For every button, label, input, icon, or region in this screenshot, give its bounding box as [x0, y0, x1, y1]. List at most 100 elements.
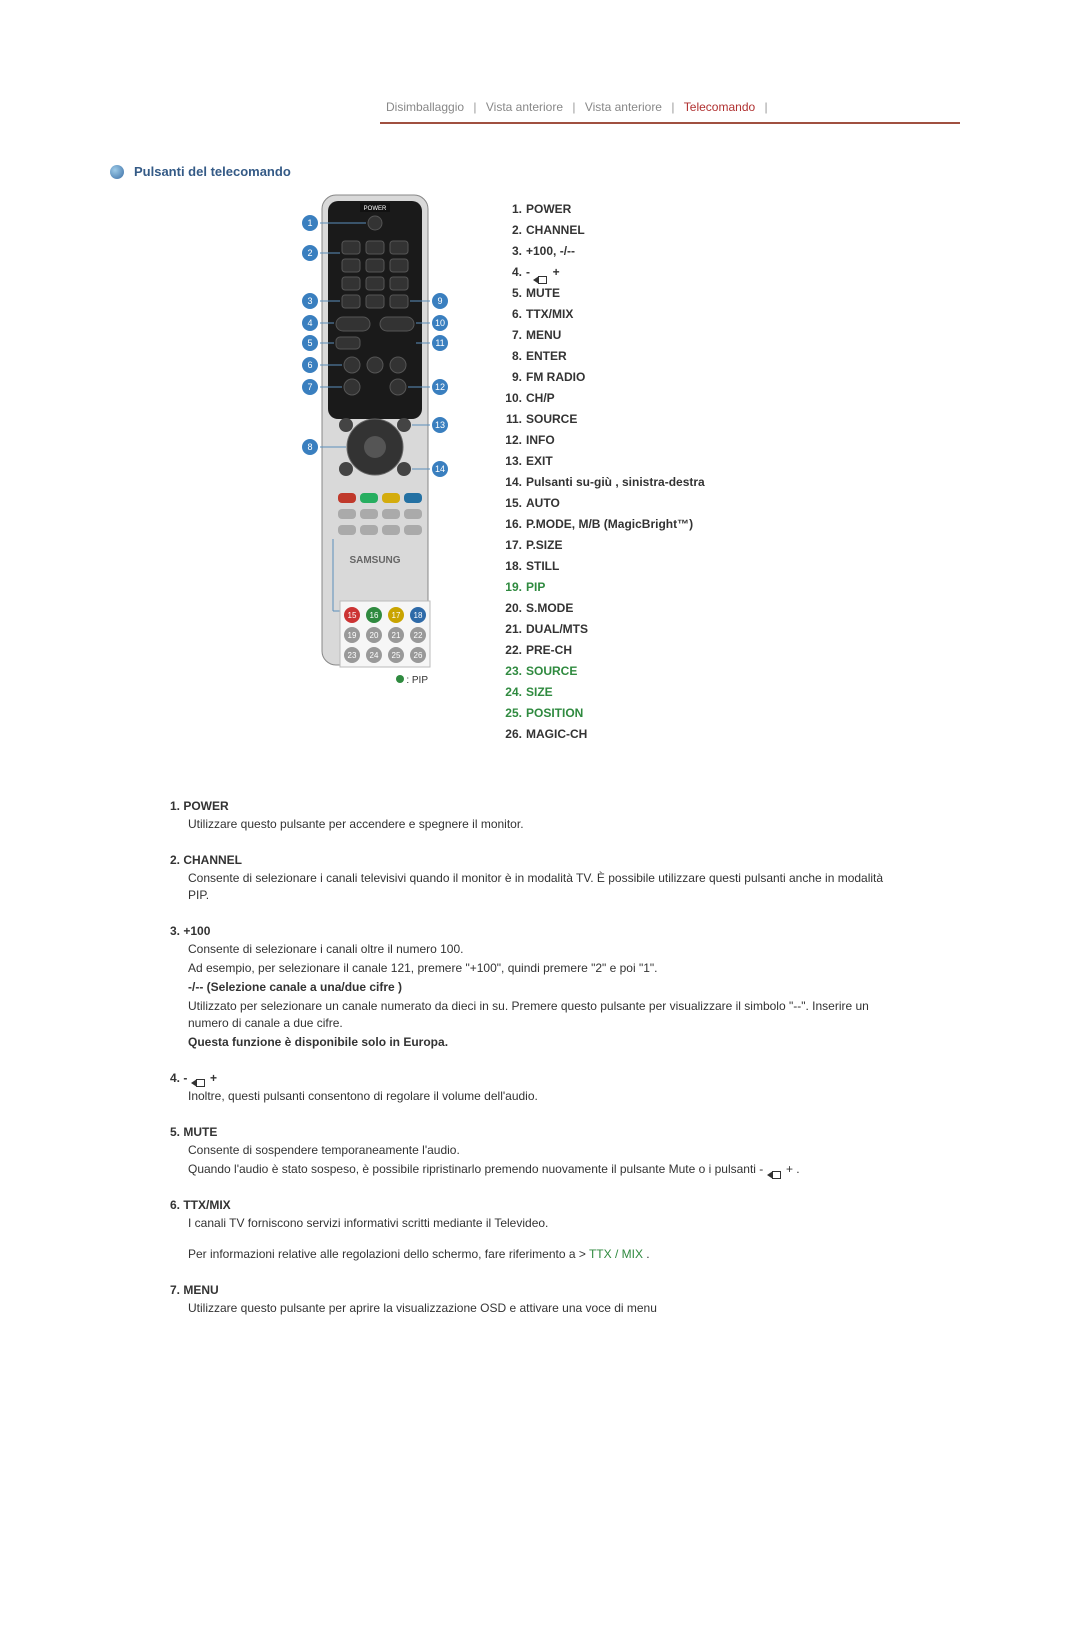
svg-text:17: 17: [392, 611, 401, 620]
svg-text:23: 23: [348, 651, 357, 660]
desc-text: Consente di selezionare i canali oltre i…: [188, 941, 900, 958]
button-list-item: MENU: [500, 325, 705, 346]
tab-front-view-2[interactable]: Vista anteriore: [579, 100, 668, 114]
svg-text:10: 10: [435, 318, 445, 328]
svg-text:19: 19: [348, 631, 357, 640]
desc-text: I canali TV forniscono servizi informati…: [188, 1215, 900, 1232]
button-list-item: ENTER: [500, 346, 705, 367]
button-list-item: INFO: [500, 430, 705, 451]
button-list-item: MUTE: [500, 283, 705, 304]
svg-text:2: 2: [307, 248, 312, 258]
svg-text:24: 24: [370, 651, 379, 660]
button-list-item: EXIT: [500, 451, 705, 472]
button-list-item: PRE-CH: [500, 640, 705, 661]
svg-text:3: 3: [307, 296, 312, 306]
brand-logo: SAMSUNG: [349, 555, 400, 566]
desc-head: 5. MUTE: [170, 1125, 900, 1139]
desc-plus100: 3. +100 Consente di selezionare i canali…: [170, 924, 900, 1051]
button-list-item: P.MODE, M/B (MagicBright™): [500, 514, 705, 535]
desc-text: Per informazioni relative alle regolazio…: [188, 1246, 900, 1263]
tab-unpacking[interactable]: Disimballaggio: [380, 100, 470, 114]
svg-text:14: 14: [435, 464, 445, 474]
button-list-item: MAGIC-CH: [500, 724, 705, 745]
desc-text: Utilizzato per selezionare un canale num…: [188, 998, 900, 1032]
tab-bar: Disimballaggio | Vista anteriore | Vista…: [380, 100, 1080, 118]
desc-subhead: -/-- (Selezione canale a una/due cifre ): [188, 979, 900, 996]
button-list-item: STILL: [500, 556, 705, 577]
desc-mute: 5. MUTE Consente di sospendere temporane…: [170, 1125, 900, 1178]
tab-front-view-1[interactable]: Vista anteriore: [480, 100, 569, 114]
desc-menu: 7. MENU Utilizzare questo pulsante per a…: [170, 1283, 900, 1317]
button-list-item: AUTO: [500, 493, 705, 514]
svg-text:6: 6: [307, 360, 312, 370]
button-list-item: POWER: [500, 199, 705, 220]
svg-text:26: 26: [414, 651, 423, 660]
desc-text: Consente di selezionare i canali televis…: [188, 870, 900, 904]
desc-head: 1. POWER: [170, 799, 900, 813]
button-list-item: S.MODE: [500, 598, 705, 619]
volume-icon: [191, 1075, 207, 1083]
svg-text:7: 7: [307, 382, 312, 392]
desc-text: Utilizzare questo pulsante per accendere…: [188, 816, 900, 833]
svg-text:20: 20: [370, 631, 379, 640]
desc-ttxmix: 6. TTX/MIX I canali TV forniscono serviz…: [170, 1198, 900, 1263]
desc-power: 1. POWER Utilizzare questo pulsante per …: [170, 799, 900, 833]
descriptions: 1. POWER Utilizzare questo pulsante per …: [170, 799, 900, 1317]
desc-channel: 2. CHANNEL Consente di selezionare i can…: [170, 853, 900, 904]
remote-diagram: POWER: [280, 193, 470, 763]
bullet-icon: [110, 165, 124, 179]
volume-icon: [533, 269, 549, 277]
svg-text:9: 9: [437, 296, 442, 306]
desc-head: 7. MENU: [170, 1283, 900, 1297]
svg-text:12: 12: [435, 382, 445, 392]
button-list-item: SIZE: [500, 682, 705, 703]
svg-text:18: 18: [414, 611, 423, 620]
section-title: Pulsanti del telecomando: [134, 164, 291, 179]
volume-icon: [767, 1166, 783, 1174]
svg-text:4: 4: [307, 318, 312, 328]
svg-text:15: 15: [348, 611, 357, 620]
button-list-item: DUAL/MTS: [500, 619, 705, 640]
desc-text: Utilizzare questo pulsante per aprire la…: [188, 1300, 900, 1317]
desc-text: Consente di sospendere temporaneamente l…: [188, 1142, 900, 1159]
desc-head: 2. CHANNEL: [170, 853, 900, 867]
desc-text: Quando l'audio è stato sospeso, è possib…: [188, 1161, 900, 1178]
desc-text: Inoltre, questi pulsanti consentono di r…: [188, 1088, 900, 1105]
button-list-item: - +: [500, 262, 705, 283]
svg-text:5: 5: [307, 338, 312, 348]
desc-head: 6. TTX/MIX: [170, 1198, 900, 1212]
button-list-item: PIP: [500, 577, 705, 598]
desc-head: 4. - +: [170, 1071, 900, 1085]
svg-text:11: 11: [435, 338, 444, 348]
ttx-mix-link[interactable]: TTX / MIX: [589, 1247, 643, 1261]
svg-text:22: 22: [414, 631, 423, 640]
section-header: Pulsanti del telecomando: [110, 164, 1080, 179]
svg-text:25: 25: [392, 651, 401, 660]
desc-note: Questa funzione è disponibile solo in Eu…: [188, 1034, 900, 1051]
button-list-item: +100, -/--: [500, 241, 705, 262]
button-list-item: CH/P: [500, 388, 705, 409]
svg-text:POWER: POWER: [364, 206, 387, 212]
tab-remote[interactable]: Telecomando: [678, 100, 761, 114]
button-list-item: TTX/MIX: [500, 304, 705, 325]
button-list-item: SOURCE: [500, 409, 705, 430]
tab-separator: |: [572, 100, 575, 114]
tab-separator: |: [473, 100, 476, 114]
button-list-item: P.SIZE: [500, 535, 705, 556]
button-list-item: Pulsanti su-giù , sinistra-destra: [500, 472, 705, 493]
tab-underline: [380, 122, 960, 124]
button-list-item: CHANNEL: [500, 220, 705, 241]
tab-separator: |: [671, 100, 674, 114]
svg-text:8: 8: [307, 442, 312, 452]
svg-text:16: 16: [370, 611, 379, 620]
svg-text:1: 1: [307, 218, 312, 228]
svg-text:: PIP: : PIP: [406, 675, 428, 686]
desc-volume: 4. - + Inoltre, questi pulsanti consento…: [170, 1071, 900, 1105]
svg-text:21: 21: [392, 631, 401, 640]
tab-separator: |: [765, 100, 768, 114]
button-list-item: POSITION: [500, 703, 705, 724]
button-list-item: FM RADIO: [500, 367, 705, 388]
desc-head: 3. +100: [170, 924, 900, 938]
desc-text: Ad esempio, per selezionare il canale 12…: [188, 960, 900, 977]
button-list-item: SOURCE: [500, 661, 705, 682]
